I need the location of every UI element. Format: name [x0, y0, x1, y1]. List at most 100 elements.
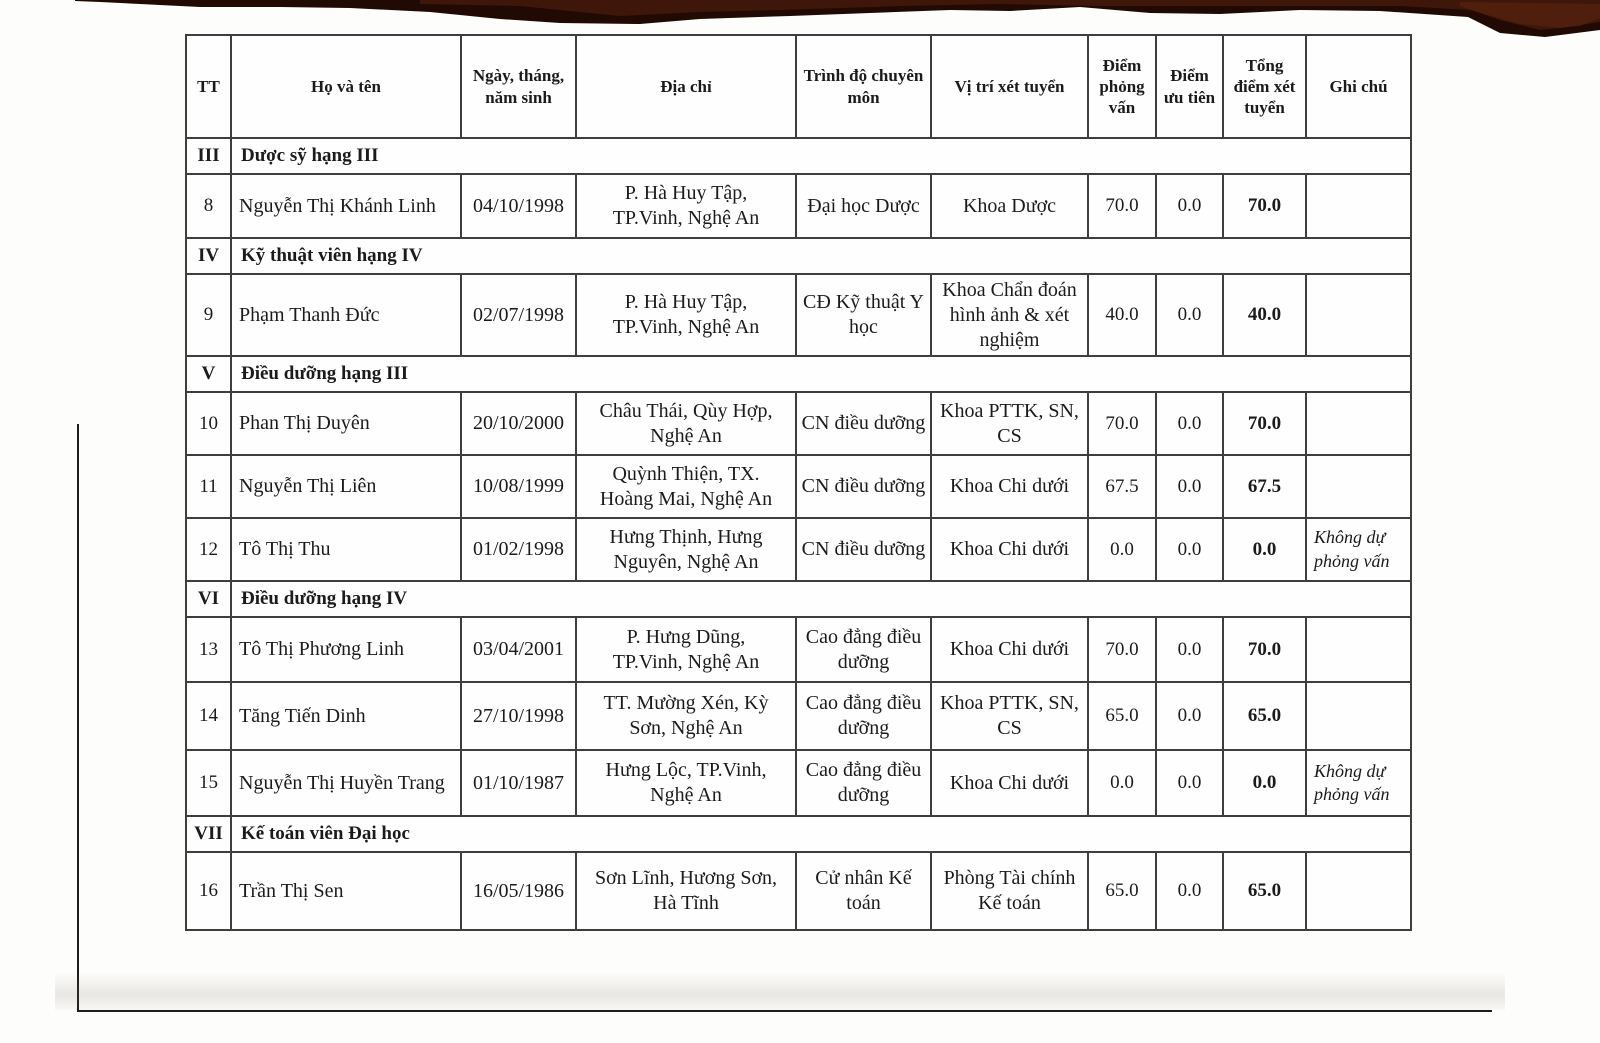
- cell-interview-score: 0.0: [1087, 517, 1157, 582]
- cell-position: Phòng Tài chính Kế toán: [930, 851, 1089, 931]
- cell-priority-score: 0.0: [1155, 616, 1224, 683]
- cell-position: Khoa Chi dưới: [930, 454, 1089, 519]
- section-numeral: III: [185, 137, 232, 175]
- cell-interview-score: 70.0: [1087, 173, 1157, 239]
- section-numeral: V: [185, 355, 232, 393]
- table-row: 8 Nguyễn Thị Khánh Linh 04/10/1998 P. Hà…: [185, 173, 1412, 239]
- cell-qualification: CN điều dưỡng: [795, 454, 932, 519]
- cell-tt: 16: [185, 851, 232, 931]
- cell-address: Hưng Lộc, TP.Vinh, Nghệ An: [575, 749, 797, 817]
- section-row: III Dược sỹ hạng III: [185, 137, 1412, 175]
- section-title: Điều dưỡng hạng III: [230, 355, 1412, 393]
- cell-address: Quỳnh Thiện, TX. Hoàng Mai, Nghệ An: [575, 454, 797, 519]
- cell-dob: 01/10/1987: [460, 749, 577, 817]
- cell-position: Khoa Chi dưới: [930, 616, 1089, 683]
- cell-total-score: 0.0: [1222, 517, 1307, 582]
- cell-name: Nguyễn Thị Huyền Trang: [230, 749, 462, 817]
- cell-dob: 02/07/1998: [460, 273, 577, 357]
- section-row: IV Kỹ thuật viên hạng IV: [185, 237, 1412, 275]
- section-numeral: IV: [185, 237, 232, 275]
- cell-qualification: CN điều dưỡng: [795, 391, 932, 456]
- cell-note: Không dự phỏng vấn: [1305, 517, 1412, 582]
- cell-name: Tăng Tiến Dinh: [230, 681, 462, 751]
- cell-interview-score: 67.5: [1087, 454, 1157, 519]
- cell-priority-score: 0.0: [1155, 173, 1224, 239]
- cell-total-score: 65.0: [1222, 851, 1307, 931]
- cell-position: Khoa Chi dưới: [930, 517, 1089, 582]
- col-header-name: Họ và tên: [230, 34, 462, 139]
- cell-name: Tô Thị Thu: [230, 517, 462, 582]
- col-header-qualification: Trình độ chuyên môn: [795, 34, 932, 139]
- cell-qualification: Cao đẳng điều dưỡng: [795, 616, 932, 683]
- cell-priority-score: 0.0: [1155, 391, 1224, 456]
- cell-tt: 14: [185, 681, 232, 751]
- cell-qualification: CN điều dưỡng: [795, 517, 932, 582]
- cell-dob: 10/08/1999: [460, 454, 577, 519]
- table-row: 11 Nguyễn Thị Liên 10/08/1999 Quỳnh Thiệ…: [185, 454, 1412, 519]
- cell-dob: 01/02/1998: [460, 517, 577, 582]
- cell-priority-score: 0.0: [1155, 851, 1224, 931]
- cell-total-score: 70.0: [1222, 616, 1307, 683]
- cell-dob: 16/05/1986: [460, 851, 577, 931]
- section-title: Kế toán viên Đại học: [230, 815, 1412, 853]
- cell-note: [1305, 616, 1412, 683]
- col-header-total-score: Tổng điểm xét tuyển: [1222, 34, 1307, 139]
- cell-interview-score: 65.0: [1087, 851, 1157, 931]
- scan-shadow-bottom: [55, 972, 1505, 1010]
- section-row: V Điều dưỡng hạng III: [185, 355, 1412, 393]
- cell-qualification: Cao đẳng điều dưỡng: [795, 749, 932, 817]
- section-title: Kỹ thuật viên hạng IV: [230, 237, 1412, 275]
- cell-tt: 15: [185, 749, 232, 817]
- cell-note: [1305, 273, 1412, 357]
- cell-address: Châu Thái, Qùy Hợp, Nghệ An: [575, 391, 797, 456]
- cell-tt: 10: [185, 391, 232, 456]
- table-row: 14 Tăng Tiến Dinh 27/10/1998 TT. Mường X…: [185, 681, 1412, 751]
- scan-edge-line-left: [77, 424, 79, 1012]
- cell-tt: 8: [185, 173, 232, 239]
- cell-dob: 03/04/2001: [460, 616, 577, 683]
- cell-note: [1305, 681, 1412, 751]
- cell-note: [1305, 454, 1412, 519]
- section-row: VI Điều dưỡng hạng IV: [185, 580, 1412, 618]
- cell-address: P. Hà Huy Tập, TP.Vinh, Nghệ An: [575, 273, 797, 357]
- col-header-address: Địa chỉ: [575, 34, 797, 139]
- cell-total-score: 40.0: [1222, 273, 1307, 357]
- col-header-note: Ghi chú: [1305, 34, 1412, 139]
- col-header-dob: Ngày, tháng, năm sinh: [460, 34, 577, 139]
- candidate-score-table: TT Họ và tên Ngày, tháng, năm sinh Địa c…: [185, 34, 1412, 931]
- candidate-score-table-wrap: TT Họ và tên Ngày, tháng, năm sinh Địa c…: [185, 34, 1412, 931]
- cell-total-score: 70.0: [1222, 391, 1307, 456]
- cell-total-score: 70.0: [1222, 173, 1307, 239]
- table-row: 10 Phan Thị Duyên 20/10/2000 Châu Thái, …: [185, 391, 1412, 456]
- scan-edge-line-bottom: [78, 1010, 1492, 1012]
- cell-tt: 11: [185, 454, 232, 519]
- cell-note: [1305, 391, 1412, 456]
- cell-priority-score: 0.0: [1155, 273, 1224, 357]
- cell-priority-score: 0.0: [1155, 454, 1224, 519]
- cell-dob: 27/10/1998: [460, 681, 577, 751]
- cell-position: Khoa PTTK, SN, CS: [930, 391, 1089, 456]
- section-numeral: VII: [185, 815, 232, 853]
- cell-total-score: 65.0: [1222, 681, 1307, 751]
- cell-tt: 9: [185, 273, 232, 357]
- table-row: 16 Trần Thị Sen 16/05/1986 Sơn Lĩnh, Hươ…: [185, 851, 1412, 931]
- section-row: VII Kế toán viên Đại học: [185, 815, 1412, 853]
- section-title: Điều dưỡng hạng IV: [230, 580, 1412, 618]
- cell-name: Tô Thị Phương Linh: [230, 616, 462, 683]
- cell-name: Phan Thị Duyên: [230, 391, 462, 456]
- table-row: 15 Nguyễn Thị Huyền Trang 01/10/1987 Hưn…: [185, 749, 1412, 817]
- cell-name: Phạm Thanh Đức: [230, 273, 462, 357]
- cell-dob: 20/10/2000: [460, 391, 577, 456]
- col-header-position: Vị trí xét tuyển: [930, 34, 1089, 139]
- cell-position: Khoa PTTK, SN, CS: [930, 681, 1089, 751]
- cell-dob: 04/10/1998: [460, 173, 577, 239]
- cell-qualification: CĐ Kỹ thuật Y học: [795, 273, 932, 357]
- section-title: Dược sỹ hạng III: [230, 137, 1412, 175]
- cell-address: TT. Mường Xén, Kỳ Sơn, Nghệ An: [575, 681, 797, 751]
- cell-priority-score: 0.0: [1155, 517, 1224, 582]
- cell-note: Không dự phỏng vấn: [1305, 749, 1412, 817]
- col-header-tt: TT: [185, 34, 232, 139]
- cell-note: [1305, 851, 1412, 931]
- cell-note: [1305, 173, 1412, 239]
- cell-qualification: Đại học Dược: [795, 173, 932, 239]
